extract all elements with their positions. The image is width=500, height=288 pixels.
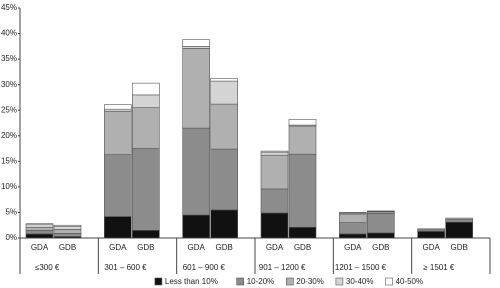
- bar-segment: [25, 233, 54, 239]
- legend-swatch: [154, 277, 163, 286]
- bar-segment: [182, 214, 210, 239]
- y-tick-label: 20%: [1, 131, 17, 140]
- legend-label: 40-50%: [396, 277, 424, 286]
- bar-segment: [260, 154, 289, 190]
- y-tick-label: 40%: [1, 29, 17, 38]
- x-tick-label: GDB: [294, 243, 311, 252]
- y-tick-label: 25%: [1, 105, 17, 114]
- bar-segment: [132, 107, 160, 149]
- bar-segment: [339, 213, 367, 223]
- x-tick-label: GDA: [109, 243, 127, 252]
- bar-segment: [210, 209, 238, 239]
- bar-segment: [339, 222, 367, 235]
- bar-segment: [260, 150, 289, 153]
- bar-segment: [367, 210, 395, 212]
- bar-segment: [25, 223, 54, 226]
- bar-segment: [132, 82, 160, 96]
- x-tick-label: GDA: [422, 243, 440, 252]
- bar-segment: [288, 153, 317, 228]
- group-label: ≤300 €: [35, 263, 60, 272]
- group-label: ≥ 1501 €: [423, 263, 455, 272]
- y-tick-label: 10%: [1, 182, 17, 191]
- y-tick-label: 5%: [5, 208, 17, 217]
- bar-segment: [417, 231, 445, 239]
- bar-segment: [25, 224, 54, 228]
- x-tick-label: GDA: [266, 243, 284, 252]
- bar-segment: [25, 226, 54, 231]
- bar-segment: [260, 151, 289, 156]
- x-tick-label: GDB: [372, 243, 389, 252]
- y-tick-label: 35%: [1, 54, 17, 63]
- bar-segment: [53, 229, 82, 234]
- y-tick-label: 45%: [1, 3, 17, 12]
- bar-segment: [288, 125, 317, 155]
- legend-label: 30-40%: [346, 277, 374, 286]
- bar-segment: [104, 108, 132, 112]
- legend-swatch: [335, 277, 344, 286]
- bar-segment: [367, 232, 395, 239]
- group-label: 601 – 900 €: [183, 263, 226, 272]
- bar-segment: [288, 226, 317, 239]
- x-tick-label: GDB: [215, 243, 232, 252]
- group-label: 301 – 600 €: [104, 263, 147, 272]
- bar-segment: [339, 233, 367, 239]
- y-tick-label: 0%: [5, 233, 17, 242]
- x-tick-label: GDA: [344, 243, 362, 252]
- legend-swatch: [236, 277, 244, 286]
- legend-swatch: [385, 277, 393, 286]
- bar-segment: [210, 80, 238, 105]
- bar-segment: [104, 104, 132, 110]
- bar-segment: [53, 225, 82, 230]
- bar-segment: [53, 233, 82, 237]
- bar-segment: [182, 46, 210, 49]
- bar-segment: [132, 230, 160, 239]
- y-tick-label: 15%: [1, 156, 17, 165]
- group-label: 1201 – 1500 €: [335, 263, 387, 272]
- bar-segment: [288, 119, 317, 126]
- bar-segment: [182, 127, 210, 216]
- bar-segment: [25, 230, 54, 235]
- x-tick-label: GDB: [450, 243, 467, 252]
- bar-segment: [260, 188, 289, 214]
- legend-label: 10-20%: [247, 277, 275, 286]
- bar-segment: [182, 48, 210, 129]
- bar-segment: [445, 217, 473, 220]
- bar-segment: [132, 94, 160, 108]
- legend-label: Less than 10%: [165, 277, 218, 286]
- bar-segment: [445, 219, 473, 223]
- legend-label: 20-30%: [296, 277, 324, 286]
- bar-segment: [104, 216, 132, 239]
- y-tick-label: 30%: [1, 80, 17, 89]
- bar-segment: [182, 39, 210, 47]
- group-label: 901 – 1200 €: [259, 263, 306, 272]
- bar-segment: [367, 213, 395, 234]
- bar-segment: [210, 78, 238, 82]
- bar-segment: [53, 224, 82, 227]
- bar-segment: [417, 228, 445, 231]
- x-tick-label: GDA: [31, 243, 49, 252]
- bar-segment: [132, 148, 160, 231]
- bar-segment: [210, 148, 238, 211]
- bar-segment: [104, 154, 132, 217]
- x-tick-label: GDB: [137, 243, 154, 252]
- x-tick-label: GDA: [187, 243, 205, 252]
- bar-segment: [339, 212, 367, 214]
- bar-segment: [445, 221, 473, 239]
- bar-segment: [260, 212, 289, 239]
- legend-swatch: [285, 277, 294, 286]
- x-tick-label: GDB: [59, 243, 76, 252]
- bar-segment: [104, 110, 132, 155]
- bar-segment: [210, 103, 238, 150]
